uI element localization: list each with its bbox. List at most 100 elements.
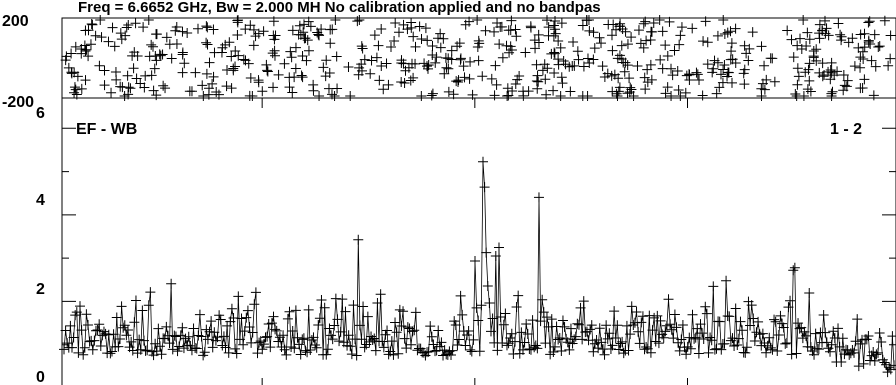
phase-point [76,83,87,94]
amp-point [220,342,231,353]
amplitude-panel: 6 4 2 0 EF - WB 1 - 2 [36,97,896,385]
amp-point [538,307,549,318]
phase-point [655,54,666,65]
amp-point [484,298,495,309]
phase-point [127,50,138,61]
amp-point [785,295,796,306]
amp-point [833,323,844,334]
amp-point [140,345,151,356]
phase-point [148,41,158,52]
amp-point [564,344,575,355]
phase-point [143,15,154,25]
phase-point [161,32,172,43]
amp-point [297,334,308,345]
amp-point [685,343,696,354]
amp-point [719,338,730,349]
phase-point [548,85,559,96]
phase-point [202,39,213,50]
amp-point [300,345,311,356]
phase-point [95,15,106,25]
phase-point [353,69,364,80]
phase-point [63,62,74,73]
amp-point [501,340,512,351]
phase-point [398,19,409,30]
phase-point [607,45,618,56]
amp-point [521,318,532,329]
amp-point [863,330,874,341]
phase-point [489,26,500,37]
phase-point [553,54,564,65]
phase-point [589,43,600,54]
phase-point [718,15,729,25]
phase-point [83,51,94,62]
phase-point [452,41,463,52]
amp-point [73,347,84,358]
amp-point [194,309,205,320]
phase-point [381,58,392,69]
phase-point [116,34,127,45]
phase-point [662,82,673,93]
phase-point [510,78,521,89]
phase-point [314,30,325,41]
phase-point [261,59,272,70]
phase-point [727,54,738,65]
amp-point [351,350,362,361]
amp-ytick-4: 4 [36,192,45,209]
phase-point [400,65,411,76]
phase-point [451,76,462,87]
phase-point [69,82,80,93]
amp-ytick-2: 2 [36,281,45,298]
amp-point [238,339,249,350]
amp-point [778,322,789,333]
amp-point [573,319,584,330]
amp-point [509,336,520,347]
phase-point [177,47,188,58]
amp-point [724,311,735,322]
phase-point [708,63,719,74]
amp-point [308,332,319,343]
amp-point [602,333,613,344]
phase-point [675,30,686,41]
phase-point [107,22,118,33]
phase-point [542,63,553,74]
phase-point [435,28,446,39]
amp-point [111,312,122,323]
phase-point [520,47,531,58]
phase-point [416,34,427,45]
phase-point [390,18,401,29]
amp-point [732,339,743,350]
phase-point [285,46,296,57]
phase-point [594,32,605,43]
phase-point [477,71,488,82]
phase-point [514,71,525,82]
phase-point [393,27,404,38]
amp-point [145,287,156,298]
phase-point [427,41,438,52]
amp-point [578,296,589,307]
amp-point [329,320,340,331]
amp-point [156,349,167,360]
amp-point [252,348,263,359]
phase-point [833,18,844,29]
phase-point [123,20,134,31]
phase-point [572,46,583,57]
phase-point [303,16,314,27]
phase-point [248,24,259,35]
amp-point [105,348,116,359]
amp-point [295,349,306,360]
amp-point [781,338,792,349]
amp-point [402,322,413,333]
phase-point [81,44,92,55]
amp-point [633,326,644,337]
phase-point [820,28,831,39]
phase-point [354,15,365,25]
amp-point [591,334,602,345]
phase-point [443,63,454,74]
phase-point [504,47,515,58]
phase-point [369,30,380,41]
phase-point [287,87,298,98]
phase-point [782,25,793,36]
phase-point [296,70,307,81]
amp-point [693,348,704,359]
amp-point [813,344,824,355]
